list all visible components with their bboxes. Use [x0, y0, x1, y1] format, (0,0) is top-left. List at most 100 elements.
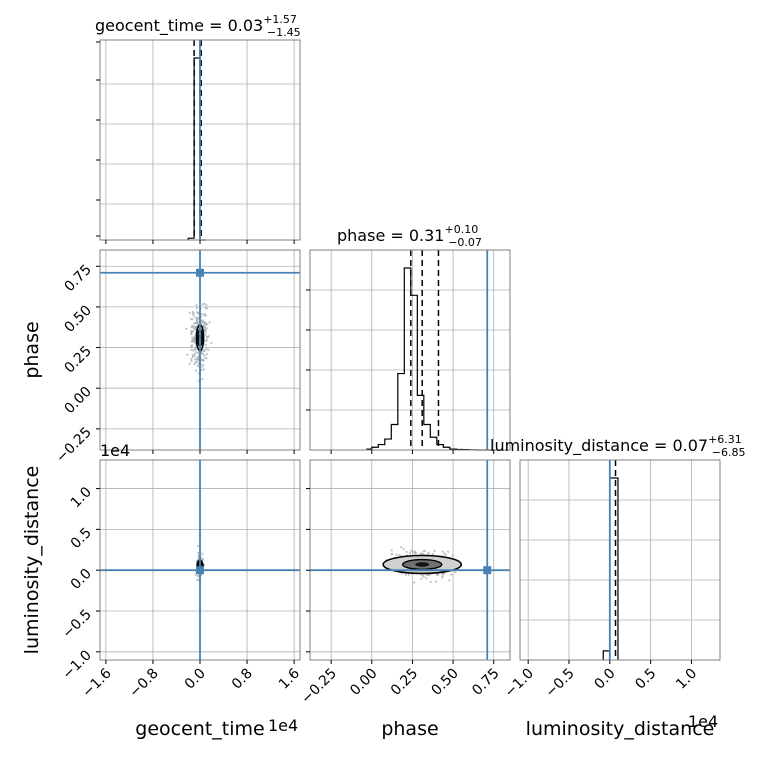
panel-distance-vs-time-truth-point	[196, 566, 204, 575]
panel-phase-vs-time-sample	[206, 323, 209, 326]
panel-distance-vs-time-ytick-label: −1.0	[59, 647, 94, 682]
panel-phase-vs-time-truth-point	[196, 268, 204, 277]
panel-phase-vs-time-ytick-label: 0.50	[61, 302, 94, 335]
panel-distance-xtick-label: 0.0	[592, 666, 619, 693]
panel-phase-vs-time-sample	[190, 359, 193, 363]
panel-phase-vs-time-sample	[205, 353, 209, 356]
panel-distance-vs-phase-sample	[402, 548, 405, 551]
panel-phase-vs-time-sample	[193, 341, 197, 344]
panel-phase-vs-time-sample	[203, 350, 206, 353]
panel-phase-vs-time-sample	[189, 318, 193, 321]
panel-phase-vs-time-sample	[200, 313, 203, 316]
panel-phase-vs-time-sample	[186, 353, 189, 356]
panel-phase-vs-time-sample	[201, 319, 204, 322]
panel-distance-vs-time-ytick-label: 0.5	[68, 525, 95, 552]
panel-phase-vs-time-sample	[205, 335, 208, 338]
panel-phase-vs-time-sample	[210, 341, 213, 345]
panel-phase-vs-time-sample	[195, 350, 198, 354]
panel-phase-bg	[310, 250, 510, 450]
panel-phase-vs-time-sample	[203, 302, 206, 305]
panel-phase-vs-time-sample	[203, 314, 206, 317]
panel-distance: −1.0 −0.5 0.0 0.5 1.0	[502, 459, 721, 701]
panel-phase-vs-time-sample	[196, 358, 199, 361]
panel-distance-xtick-label: 1.0	[673, 666, 700, 693]
panel-distance-vs-phase-xtick-label: 0.75	[469, 666, 502, 699]
panel-phase-vs-time-sample	[205, 339, 208, 342]
title-phase-main: phase = 0.31	[337, 226, 444, 245]
panel-distance-vs-time-ytick-label: 1.0	[68, 484, 95, 511]
panel-distance-vs-phase-sample	[448, 579, 451, 582]
panel-phase-vs-time-sample	[190, 345, 193, 348]
panel-distance-vs-time-ytick-label: −0.5	[59, 607, 94, 642]
panel-distance-vs-phase-sample	[405, 550, 408, 554]
panel-phase-vs-time-sample	[201, 358, 205, 362]
panel-phase	[306, 249, 511, 454]
panel-phase-vs-time-ytick-label: −0.25	[53, 424, 95, 466]
panel-distance-vs-phase-sample	[441, 574, 444, 578]
panel-distance-vs-phase-sample	[431, 552, 435, 555]
panel-phase-vs-time-sample	[193, 327, 196, 330]
panel-phase-vs-time-sample	[194, 325, 197, 328]
panel-distance-xtick-label: −1.0	[502, 666, 537, 701]
panel-phase-vs-time-sample	[191, 356, 194, 359]
panel-distance-vs-phase-sample	[426, 573, 429, 576]
panel-distance-vs-phase-sample	[423, 549, 426, 552]
panel-phase-vs-time-sample	[191, 336, 194, 339]
panel-distance-vs-phase-sample	[441, 572, 444, 575]
panel-phase-vs-time-sample	[204, 321, 208, 324]
panel-distance-vs-phase-sample	[451, 554, 454, 557]
panel-phase-vs-time-sample	[197, 316, 200, 319]
panel-distance-vs-phase-sample	[425, 577, 428, 580]
panel-distance-vs-phase-sample	[447, 550, 450, 553]
panels: −0.250.000.250.500.75−1.6 −0.8 0.0 0.8 1.6−1…	[53, 39, 721, 708]
panel-distance-vs-phase-xtick-label: 0.50	[429, 666, 462, 699]
panel-phase-vs-time-sample	[195, 369, 198, 372]
panel-distance-vs-phase-sample	[429, 580, 432, 584]
panel-phase-vs-time-sample	[190, 332, 193, 336]
panel-distance-vs-time-xtick-label: 1.6	[276, 665, 303, 692]
panel-phase-vs-time-sample	[205, 304, 208, 307]
panel-phase-vs-time-sample	[195, 322, 198, 325]
panel-phase-vs-time-sample	[195, 307, 198, 310]
panel-distance-vs-time-sample	[201, 552, 204, 555]
panel-distance-vs-phase-sample	[407, 573, 410, 576]
panel-phase-vs-time-sample	[197, 355, 200, 358]
xlabel-phase: phase	[381, 718, 438, 740]
panel-phase-vs-time-sample	[196, 311, 200, 314]
panel-distance-xtick-label: −0.5	[542, 666, 577, 701]
panel-phase-vs-time-sample	[190, 326, 193, 329]
panel-phase-vs-time-sample	[207, 335, 210, 338]
panel-distance-vs-phase-sample	[454, 570, 457, 574]
panel-distance-vs-time-xtick-label: −1.6	[79, 665, 114, 700]
panel-distance-vs-phase-sample	[441, 550, 444, 553]
title-luminosity-distance-main: luminosity_distance = 0.07	[490, 436, 708, 456]
panel-phase-vs-time-sample	[202, 368, 206, 371]
panel-distance-border	[519, 459, 721, 661]
panel-phase-vs-time-sample	[195, 319, 199, 322]
panel-distance-bg	[520, 460, 720, 660]
panel-distance-vs-time-sample	[196, 574, 199, 577]
panel-distance-vs-phase-sample	[413, 581, 416, 584]
title-geocent-time-sub: −1.45	[267, 26, 301, 39]
panel-distance-vs-time-sample	[196, 544, 200, 548]
panel-phase-vs-time-sample	[191, 353, 194, 357]
title-luminosity-distance: luminosity_distance = 0.07+6.31 −6.85	[490, 433, 746, 459]
panel-distance-vs-phase-contour-core	[415, 562, 430, 567]
panel-phase-vs-time-sample	[204, 333, 207, 336]
panel-distance-vs-time-sample	[197, 551, 200, 554]
title-geocent-time-main: geocent_time = 0.03	[95, 16, 263, 36]
panel-phase-vs-time-sample	[203, 354, 206, 357]
title-luminosity-distance-sup: +6.31	[708, 433, 742, 446]
panel-distance-vs-phase-sample	[413, 550, 417, 553]
panel-phase-vs-time-ytick-label: 0.00	[61, 384, 94, 417]
panel-distance-vs-phase-sample	[437, 573, 440, 576]
panel-phase-vs-time-sample	[193, 315, 196, 318]
panel-phase-vs-time-sample	[200, 368, 203, 371]
panel-phase-vs-time-sample	[197, 320, 200, 324]
panel-phase-vs-time-sample	[195, 303, 198, 307]
panel-distance-vs-time-ytick-label: 0.0	[68, 566, 95, 593]
panel-distance-vs-phase-xtick-label: −0.25	[298, 666, 340, 708]
panel-distance-vs-time-sample	[196, 578, 199, 582]
panel-distance-vs-phase-truth-point	[483, 566, 492, 575]
panel-phase-vs-time-sample	[192, 349, 195, 352]
